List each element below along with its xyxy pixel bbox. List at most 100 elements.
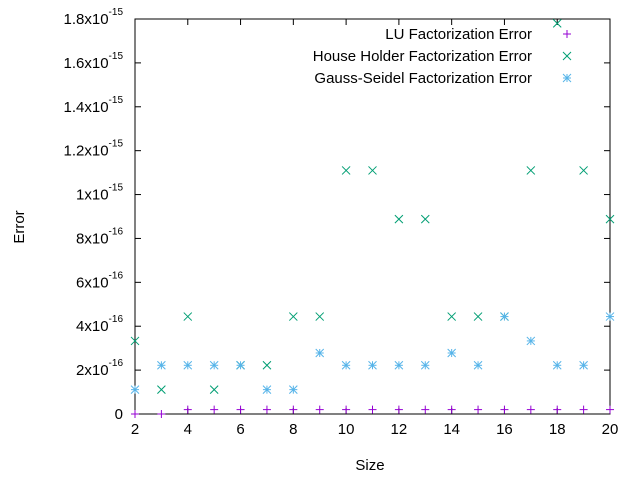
- x-tick-label: 2: [131, 421, 139, 438]
- y-tick-label: 1.8x10-15: [64, 7, 124, 28]
- series-2-point: [394, 214, 404, 224]
- data-points: [130, 19, 615, 418]
- x-tick-label: 12: [391, 421, 408, 438]
- series-2-point: [157, 385, 166, 394]
- series-3-point: [473, 360, 483, 370]
- series-1-point: [157, 410, 166, 418]
- series-3-point: [579, 360, 588, 370]
- legend-marker-star-icon: [562, 73, 572, 83]
- y-tick-label: 1.2x10-15: [64, 139, 124, 160]
- series-3-point: [552, 360, 562, 370]
- tick-labels: 2 4 6 8 10 12 14 16 18 2002x10-164x10-166x10-168x…: [64, 7, 619, 438]
- series-2-point: [262, 360, 272, 370]
- y-tick-label: 1.4x10-15: [64, 95, 124, 116]
- series-2-point: [341, 166, 351, 175]
- y-tick-exponent: -15: [109, 7, 124, 18]
- series-2-point: [552, 19, 562, 28]
- series-1-point: [526, 405, 535, 414]
- series-3-point: [605, 312, 615, 321]
- series-2-point: [315, 312, 325, 321]
- series-1-point: [606, 405, 614, 414]
- series-1-point: [474, 405, 483, 414]
- series-3-point: [447, 348, 457, 358]
- legend: LU Factorization Error House Holder Facto…: [313, 26, 572, 87]
- series-3-point: [500, 312, 509, 321]
- series-3-point: [420, 360, 430, 370]
- series-3-point: [526, 336, 536, 346]
- y-tick-exponent: -16: [109, 314, 124, 325]
- series-2-point: [130, 336, 140, 346]
- series-1-point: [394, 405, 403, 414]
- x-axis-title: Size: [355, 457, 384, 474]
- y-tick-mantissa: 8x10: [76, 230, 109, 247]
- series-2-point: [473, 312, 483, 321]
- y-tick-exponent: -15: [109, 139, 124, 150]
- legend-label: House Holder Factorization Error: [313, 48, 532, 65]
- series-1-point: [447, 405, 456, 414]
- y-tick-label: 2x10-16: [76, 358, 123, 379]
- series-1-point: [553, 405, 562, 414]
- y-axis-title: Error: [11, 210, 28, 243]
- y-tick-exponent: -15: [109, 95, 124, 106]
- y-tick-label: 8x10-16: [76, 226, 123, 247]
- y-tick-label: 4x10-16: [76, 314, 123, 335]
- series-3-point: [157, 360, 166, 370]
- series-1-point: [183, 405, 192, 414]
- y-tick-exponent: -15: [109, 183, 124, 194]
- plot-frame: [134, 18, 611, 415]
- series-3-point: [288, 385, 298, 394]
- x-tick-label: 8: [289, 421, 297, 438]
- y-tick-label: 6x10-16: [76, 270, 123, 291]
- series-2-point: [605, 214, 615, 224]
- y-tick-exponent: -15: [109, 51, 124, 62]
- x-tick-label: 20: [602, 421, 619, 438]
- x-tick-label: 18: [549, 421, 566, 438]
- series-3-point: [236, 360, 245, 370]
- series-1-point: [579, 405, 588, 414]
- series-1-point: [289, 405, 298, 414]
- series-3-point: [262, 385, 272, 394]
- legend-label: LU Factorization Error: [385, 26, 532, 43]
- y-tick-mantissa: 2x10: [76, 362, 109, 379]
- x-tick-label: 16: [496, 421, 513, 438]
- y-tick-mantissa: 4x10: [76, 318, 109, 335]
- series-2-point: [209, 385, 219, 394]
- series-1-point: [262, 405, 271, 414]
- y-tick-label: 0: [115, 406, 123, 423]
- y-tick-label: 1.6x10-15: [64, 51, 124, 72]
- series-3-point: [341, 360, 351, 370]
- series-1-point: [210, 405, 219, 414]
- x-tick-label: 14: [443, 421, 460, 438]
- series-1-point: [236, 405, 245, 414]
- y-tick-mantissa: 6x10: [76, 274, 109, 291]
- series-2-point: [288, 312, 298, 321]
- y-tick-mantissa: 1x10: [76, 187, 109, 204]
- y-tick-exponent: -16: [109, 358, 124, 369]
- series-1-point: [368, 405, 377, 414]
- legend-marker-plus-icon: [563, 30, 571, 38]
- y-tick-mantissa: 1.6x10: [64, 55, 109, 72]
- y-tick-exponent: -16: [109, 226, 124, 237]
- series-3-point: [315, 348, 325, 358]
- y-tick-mantissa: 1.8x10: [64, 11, 109, 28]
- y-tick-label: 1x10-15: [76, 183, 123, 204]
- series-3-point: [368, 360, 377, 370]
- legend-marker-cross-icon: [562, 51, 572, 61]
- y-tick-mantissa: 1.4x10: [64, 99, 109, 116]
- series-2-point: [183, 312, 193, 321]
- series-1-point: [421, 405, 430, 414]
- series-2-point: [579, 166, 588, 175]
- series-1-point: [342, 405, 351, 414]
- series-2-point: [526, 166, 536, 175]
- x-tick-label: 10: [338, 421, 355, 438]
- series-1-point: [131, 410, 139, 418]
- series-3-point: [130, 385, 140, 394]
- legend-label: Gauss-Seidel Factorization Error: [314, 70, 532, 87]
- series-3-point: [394, 360, 404, 370]
- series-1-point: [315, 405, 324, 414]
- series-3-point: [183, 360, 193, 370]
- y-tick-exponent: -16: [109, 270, 124, 281]
- series-2-point: [420, 214, 430, 224]
- y-tick-mantissa: 1.2x10: [64, 143, 109, 160]
